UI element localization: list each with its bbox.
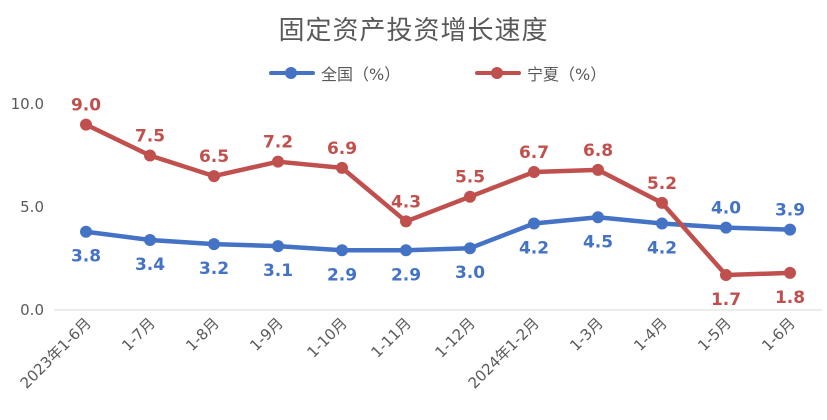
y-tick-label: 10.0 (11, 95, 44, 113)
data-point-national (336, 244, 348, 257)
x-tick-label: 2023年1-6月 (17, 314, 95, 392)
data-point-national (720, 221, 732, 234)
chart-title: 固定资产投资增长速度 (278, 16, 549, 46)
data-label-national: 3.8 (71, 247, 101, 267)
legend-swatch-ningxia (475, 67, 521, 79)
data-label-ningxia: 9.0 (71, 96, 101, 116)
data-point-ningxia (784, 266, 796, 279)
x-tick-label: 1-10月 (303, 314, 350, 361)
data-label-ningxia: 6.8 (583, 141, 613, 161)
data-label-national: 4.5 (583, 232, 613, 252)
data-point-national (400, 244, 412, 257)
data-point-national (208, 238, 220, 251)
data-point-ningxia (656, 196, 668, 209)
x-tick-label: 1-12月 (431, 314, 478, 361)
data-point-national (528, 217, 540, 230)
x-tick-label: 1-7月 (118, 314, 159, 355)
x-tick-label: 1-8月 (182, 314, 223, 355)
data-point-ningxia (144, 149, 156, 162)
data-point-ningxia (208, 170, 220, 183)
data-label-national: 2.9 (327, 265, 357, 285)
data-label-national: 3.9 (775, 201, 805, 221)
data-point-national (464, 242, 476, 255)
data-point-national (80, 225, 92, 238)
x-tick-label: 1-3月 (566, 314, 607, 355)
data-label-ningxia: 6.5 (199, 147, 229, 167)
data-label-ningxia: 4.3 (391, 192, 421, 212)
data-point-ningxia (464, 190, 476, 203)
legend-label-national: 全国（%） (321, 65, 401, 84)
data-point-national (592, 211, 604, 224)
x-tick-label: 1-5月 (694, 314, 735, 355)
data-point-ningxia (80, 118, 92, 131)
legend-marker-ningxia (491, 67, 503, 79)
data-label-national: 4.2 (647, 238, 677, 258)
data-label-ningxia: 7.2 (263, 133, 293, 153)
x-tick-label: 1-11月 (367, 314, 414, 361)
data-point-ningxia (336, 161, 348, 174)
y-tick-label: 5.0 (20, 198, 44, 216)
data-label-ningxia: 5.2 (647, 174, 677, 194)
data-label-ningxia: 7.5 (135, 127, 165, 147)
legend-swatch-national (269, 67, 315, 79)
data-label-national: 4.2 (519, 238, 549, 258)
series-line-national (83, 215, 793, 253)
data-label-ningxia: 5.5 (455, 168, 485, 188)
x-tick-label: 1-4月 (630, 314, 671, 355)
data-point-ningxia (272, 155, 284, 168)
x-tick-label: 1-6月 (758, 314, 799, 355)
data-label-national: 4.0 (711, 199, 741, 219)
data-point-ningxia (400, 215, 412, 228)
data-label-ningxia: 6.7 (519, 143, 549, 163)
y-tick-label: 0.0 (20, 301, 44, 319)
data-point-ningxia (528, 165, 540, 178)
data-label-national: 3.0 (455, 263, 485, 283)
data-label-ningxia: 1.7 (711, 290, 741, 310)
legend-item-national: 全国（%） (269, 60, 400, 86)
data-label-national: 3.4 (135, 255, 165, 275)
data-label-ningxia: 6.9 (327, 139, 357, 159)
data-point-national (784, 223, 796, 236)
data-label-national: 3.2 (199, 259, 229, 279)
data-point-national (656, 217, 668, 230)
data-point-national (144, 233, 156, 246)
data-label-ningxia: 1.8 (775, 288, 805, 308)
data-point-ningxia (720, 268, 732, 281)
legend-label-ningxia: 宁夏（%） (527, 65, 607, 84)
data-label-national: 2.9 (391, 265, 421, 285)
series-line-ningxia (83, 122, 793, 278)
legend-marker-national (285, 67, 297, 79)
legend-item-ningxia: 宁夏（%） (475, 60, 606, 86)
x-tick-label: 1-9月 (246, 314, 287, 355)
legend: 全国（%） 宁夏（%） (0, 60, 827, 86)
data-point-national (272, 240, 284, 253)
data-point-ningxia (592, 163, 604, 176)
data-label-national: 3.1 (263, 261, 293, 281)
